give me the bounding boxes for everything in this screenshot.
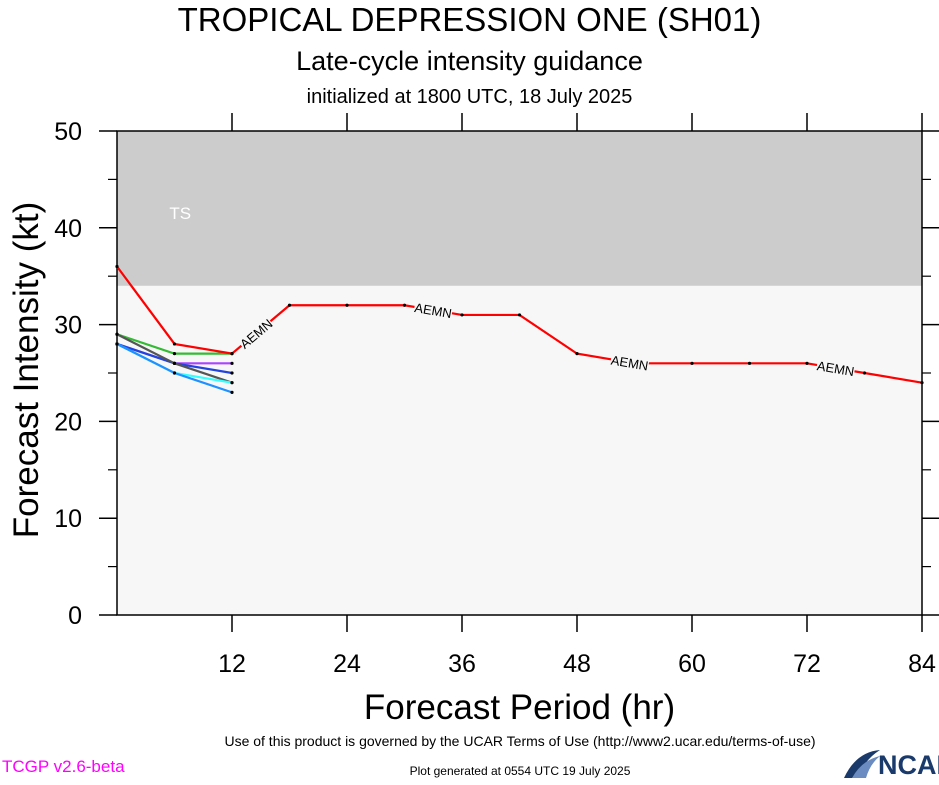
- data-point: [115, 264, 119, 269]
- chart-title: TROPICAL DEPRESSION ONE (SH01): [177, 1, 762, 38]
- x-tick-label: 84: [908, 650, 936, 678]
- data-point: [747, 361, 752, 365]
- data-point: [230, 381, 234, 385]
- chart-init-time: initialized at 1800 UTC, 18 July 2025: [306, 86, 633, 108]
- data-point: [172, 342, 177, 346]
- data-point: [172, 361, 177, 365]
- y-tick-label: 20: [54, 408, 82, 436]
- data-point: [172, 352, 177, 356]
- terms-of-use-note: Use of this product is governed by the U…: [224, 733, 816, 749]
- data-point: [230, 361, 234, 365]
- data-point: [575, 352, 579, 356]
- series-label-bg: [413, 300, 454, 321]
- x-tick-label: 36: [448, 650, 476, 678]
- x-tick-label: 72: [793, 650, 821, 678]
- y-tick-label: 30: [54, 312, 82, 340]
- generated-timestamp: Plot generated at 0554 UTC 19 July 2025: [409, 764, 631, 778]
- series-label-bg: [815, 358, 856, 379]
- y-tick-label: 0: [68, 602, 82, 630]
- version-label: TCGP v2.6-beta: [2, 757, 125, 776]
- series-label: AEMN: [413, 300, 453, 321]
- x-axis-label: Forecast Period (hr): [364, 688, 675, 727]
- x-tick-label: 60: [678, 650, 706, 678]
- intensity-band: [117, 131, 922, 286]
- data-point: [172, 371, 177, 375]
- y-tick-label: 50: [54, 118, 82, 146]
- intensity-band: [117, 285, 922, 615]
- data-point: [115, 332, 119, 336]
- data-point: [460, 313, 464, 317]
- data-point: [402, 303, 407, 307]
- data-point: [230, 371, 234, 375]
- series-label-bg: [609, 352, 650, 373]
- data-point: [862, 371, 867, 375]
- intensity-chart: TS 0 10 20 30 40 50 12 24 36 48 60 72 84 Forecast Peri…: [7, 113, 939, 727]
- data-point: [517, 313, 522, 317]
- series-label: AEMN: [816, 358, 856, 379]
- x-tick-label: 24: [333, 650, 361, 678]
- ncar-logo-mark-icon: [844, 750, 880, 778]
- data-point: [287, 303, 292, 307]
- y-tick-label: 40: [54, 215, 82, 243]
- y-tick-label: 10: [54, 505, 82, 533]
- data-point: [230, 390, 234, 394]
- x-tick-label: 48: [563, 650, 591, 678]
- series-label-group: AEMN: [609, 352, 650, 374]
- series-label-group: AEMN: [815, 358, 856, 379]
- ncar-logo: NCAR: [842, 748, 939, 780]
- y-axis-label: Forecast Intensity (kt): [7, 202, 46, 538]
- data-point: [115, 342, 119, 346]
- x-tick-label: 12: [218, 650, 246, 678]
- data-point: [230, 352, 234, 356]
- data-point: [690, 361, 694, 365]
- series-label: AEMN: [610, 352, 650, 373]
- data-point: [345, 303, 349, 307]
- series-label-group: AEMN: [413, 300, 454, 321]
- ncar-logo-text: NCAR: [878, 750, 939, 780]
- data-point: [805, 361, 809, 365]
- series-label-bg: [236, 315, 276, 352]
- chart-subtitle: Late-cycle intensity guidance: [296, 46, 643, 76]
- data-point: [920, 381, 924, 385]
- band-label: TS: [169, 204, 191, 223]
